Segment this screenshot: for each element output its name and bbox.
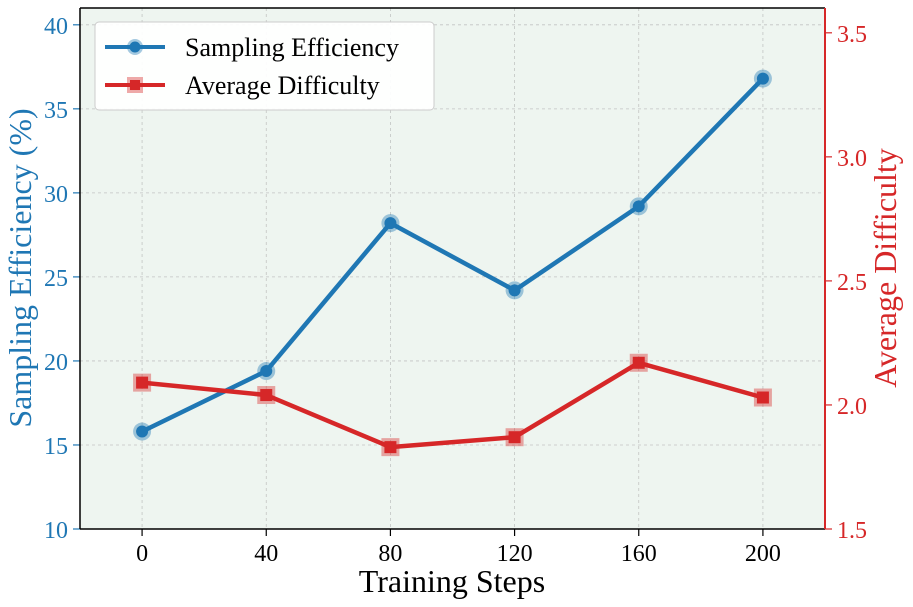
legend: Sampling Efficiency Average Difficulty	[94, 21, 435, 111]
series-layer	[133, 69, 772, 457]
data-point	[632, 356, 645, 369]
axis-layer: 0 40 80 120 160 200 10 15 20 25 30 35 40 1.5 2.0 2.5 3.0…	[44, 7, 867, 567]
y-axis-label-right: Average Difficulty	[867, 148, 903, 388]
data-point	[756, 391, 769, 404]
y-left-tick-label: 35	[44, 98, 68, 124]
x-tick-label: 0	[136, 541, 148, 567]
legend-marker-circle-inner	[129, 41, 141, 53]
y-left-tick-label: 30	[44, 182, 68, 208]
y-left-tick-label: 20	[44, 350, 68, 376]
data-point	[508, 284, 521, 297]
y-right-tick-label: 3.0	[837, 146, 867, 172]
y-left-tick-label: 15	[44, 434, 68, 460]
y-left-tick-label: 25	[44, 266, 68, 292]
y-axis-label-left: Sampling Efficiency (%)	[2, 108, 38, 427]
legend-box	[94, 21, 435, 111]
data-point	[508, 431, 521, 444]
y-right-tick-label: 1.5	[837, 518, 867, 544]
legend-label-sampling-efficiency: Sampling Efficiency	[185, 33, 399, 62]
y-left-tick-label: 10	[44, 518, 68, 544]
legend-entry-average-difficulty: Average Difficulty	[105, 71, 380, 100]
legend-label-average-difficulty: Average Difficulty	[185, 71, 380, 100]
data-point	[260, 389, 273, 402]
data-point	[632, 200, 645, 213]
x-tick-label: 160	[621, 541, 657, 567]
y-right-tick-label: 3.5	[837, 22, 867, 48]
series-line-sampling-efficiency	[139, 76, 766, 434]
x-tick-label: 120	[497, 541, 533, 567]
x-tick-label: 200	[745, 541, 781, 567]
data-point	[136, 376, 149, 389]
x-axis-label: Training Steps	[359, 563, 545, 599]
y-right-tick-label: 2.0	[837, 394, 867, 420]
x-tick-label: 80	[378, 541, 402, 567]
data-point	[384, 217, 397, 230]
legend-entry-sampling-efficiency: Sampling Efficiency	[105, 33, 399, 62]
x-tick-label: 40	[254, 541, 278, 567]
y-right-tick-label: 2.5	[837, 270, 867, 296]
data-point	[260, 365, 273, 378]
y-left-tick-label: 40	[44, 14, 68, 40]
series-line-average-difficulty	[139, 360, 766, 450]
data-point	[136, 425, 149, 438]
data-point	[756, 72, 769, 85]
legend-marker-square-inner	[130, 80, 140, 90]
data-point	[384, 441, 397, 454]
